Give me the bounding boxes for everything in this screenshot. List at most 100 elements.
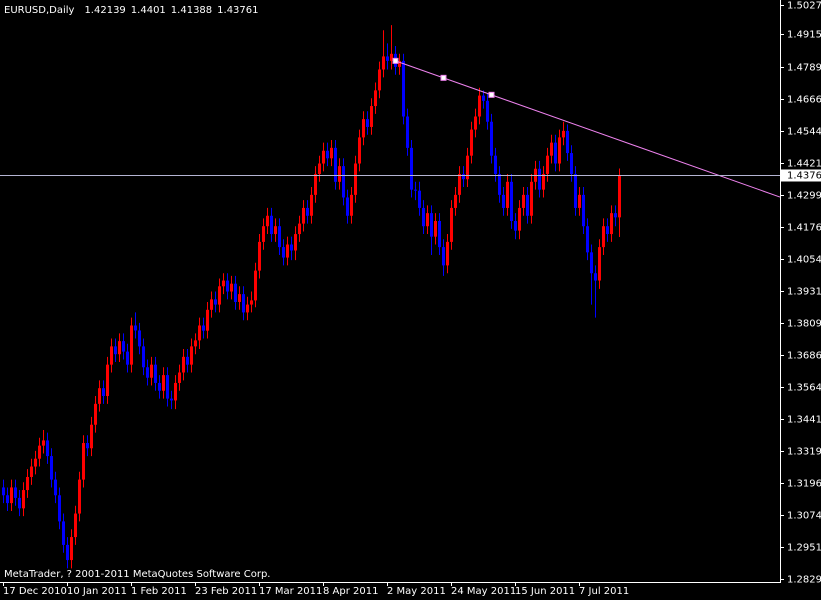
candle-body	[114, 346, 117, 355]
y-tick-label: 1.45440	[787, 127, 821, 138]
candle-body	[194, 340, 197, 347]
candle-body	[306, 207, 309, 216]
y-tick-label: 1.49150	[787, 30, 821, 41]
candle-body	[406, 116, 409, 148]
trendline-anchor	[488, 91, 495, 98]
candle-body	[74, 513, 77, 538]
candle-body	[282, 247, 285, 258]
y-tick-label: 1.46665	[787, 95, 821, 106]
candle-body	[238, 294, 241, 302]
candle-body	[354, 163, 357, 195]
candle-body	[218, 286, 221, 305]
y-tick-label: 1.35640	[787, 383, 821, 394]
chart-title: EURUSD,Daily	[4, 5, 75, 16]
candle-body	[566, 130, 569, 154]
header-open: 1.42139	[84, 5, 125, 16]
candle-body	[486, 100, 489, 122]
candle-body	[570, 153, 573, 174]
header-close: 1.43761	[217, 5, 258, 16]
candle-body	[142, 346, 145, 368]
candle-body	[434, 220, 437, 237]
candle-body	[594, 273, 597, 281]
copyright: MetaTrader, ? 2001-2011 MetaQuotes Softw…	[4, 569, 270, 580]
candle-body	[110, 346, 113, 365]
candle-body	[174, 382, 177, 401]
candle-body	[414, 189, 417, 191]
candle-body	[618, 174, 621, 218]
header-high: 1.4401	[131, 5, 166, 16]
candle-body	[254, 270, 257, 301]
candle-body	[50, 456, 53, 480]
plot	[0, 25, 781, 569]
candle-body	[214, 299, 217, 305]
candle-body	[18, 497, 21, 509]
candle-body	[162, 375, 165, 391]
candle-body	[370, 106, 373, 127]
candle-body	[266, 215, 269, 227]
candle-body	[30, 466, 33, 477]
candle-body	[470, 129, 473, 156]
x-tick-label: 2 May 2011	[387, 586, 446, 597]
candle-body	[298, 223, 301, 235]
candle-body	[578, 194, 581, 208]
y-tick-label: 1.30740	[787, 511, 821, 522]
candle-body	[586, 226, 589, 253]
candle-body	[198, 325, 201, 341]
candle-body	[274, 226, 277, 235]
candle-body	[154, 364, 157, 383]
candle-body	[246, 304, 249, 313]
candle-body	[58, 495, 61, 522]
candle-body	[34, 458, 37, 467]
trendline	[395, 60, 781, 198]
y-tick-label: 1.28290	[787, 575, 821, 586]
candle-body	[538, 168, 541, 190]
candle-body	[126, 351, 129, 365]
y-tick-label: 1.50275	[787, 1, 821, 12]
candle-body	[262, 226, 265, 242]
candle-body	[426, 213, 429, 227]
candle-body	[190, 346, 193, 365]
candle-body	[46, 440, 49, 457]
candle-body	[418, 190, 421, 208]
candle-body	[390, 53, 393, 61]
candle-body	[446, 241, 449, 266]
candle-body	[158, 382, 161, 391]
candle-body	[202, 325, 205, 331]
candle-body	[438, 220, 441, 248]
candle-body	[478, 95, 481, 117]
header-low: 1.41388	[171, 5, 212, 16]
y-tick-label: 1.40540	[787, 255, 821, 266]
candle-body	[350, 194, 353, 216]
candle-body	[326, 150, 329, 159]
x-tick-label: 8 Apr 2011	[323, 586, 378, 597]
candle-body	[310, 194, 313, 216]
candle-body	[614, 213, 617, 218]
candle-body	[26, 476, 29, 491]
candle-body	[234, 283, 237, 302]
candle-body	[590, 252, 593, 274]
candle-body	[226, 280, 229, 292]
candle-body	[510, 181, 513, 221]
candle-body	[582, 194, 585, 227]
candle-body	[118, 341, 121, 355]
candle-body	[210, 299, 213, 310]
candle-body	[518, 207, 521, 231]
candle-body	[366, 119, 369, 127]
candle-body	[490, 121, 493, 156]
candle-body	[558, 137, 561, 164]
candle-body	[170, 398, 173, 401]
candle-body	[362, 119, 365, 138]
candle-body	[482, 95, 485, 101]
candle-body	[514, 220, 517, 231]
candle-body	[322, 150, 325, 164]
candle-body	[294, 234, 297, 251]
candle-body	[250, 300, 253, 305]
candle-body	[602, 226, 605, 248]
trendline-midpoint	[440, 74, 447, 81]
candle-body	[450, 207, 453, 242]
candle-body	[222, 280, 225, 287]
candle-body	[342, 166, 345, 198]
candle-body	[430, 213, 433, 237]
candle-body	[62, 521, 65, 545]
